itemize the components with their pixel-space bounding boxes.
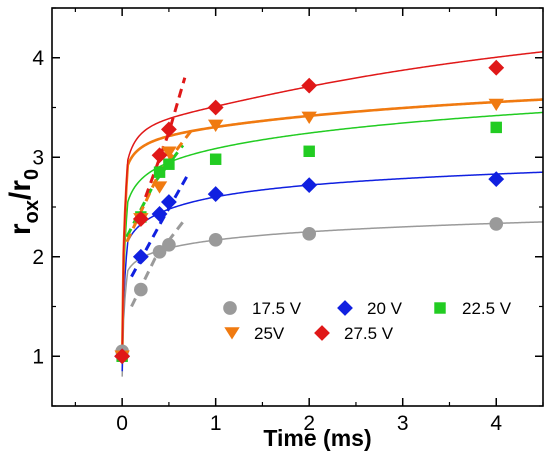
data-point [208,233,223,247]
x-tick-label: 4 [490,412,502,435]
y-tick-label: 4 [32,47,44,70]
fit-curve [121,111,544,364]
data-point [207,186,224,202]
x-tick-label: 0 [116,412,128,435]
data-point [151,181,168,194]
fit-curve [120,98,544,357]
legend-marker [434,302,446,314]
data-point [151,206,168,222]
data-point [302,227,317,241]
data-point [301,77,318,94]
y-axis-title-sub1: ox [21,200,43,223]
fit-curve [121,221,544,377]
fit-curves [120,51,544,377]
data-point [207,99,224,116]
x-axis-title: Time (ms) [263,425,371,451]
legend-label: 22.5 V [462,299,512,318]
data-point [160,121,177,138]
legend-marker [223,301,237,315]
x-tick-label: 1 [210,412,222,435]
legend: 17.5 V 20 V 22.5 V 25V 27.5 V [223,299,512,343]
x-tick-label: 2 [303,412,315,435]
data-point [301,111,317,124]
data-point [152,244,167,259]
data-point [488,171,505,188]
data-point [153,166,166,178]
fit-curve [121,51,544,356]
data-points [114,59,505,365]
x-tick-label: 3 [397,412,409,435]
y-axis-title-mid: /r [4,180,37,200]
data-point [132,248,149,265]
data-point [489,217,504,231]
legend-marker [337,300,353,316]
data-point [132,211,149,227]
data-point [488,98,504,112]
legend-marker [314,325,330,341]
data-point [163,158,175,170]
y-axis-title-sub2: 0 [21,169,43,180]
data-point [488,59,505,76]
data-point [301,177,318,194]
data-point [162,237,176,252]
y-axis-title: rox/r0 [4,169,43,235]
data-point [160,194,177,210]
y-tick-label: 1 [32,345,44,368]
legend-label: 20 V [367,299,403,318]
legend-marker [224,327,240,340]
data-point [134,282,148,297]
data-point [207,119,224,132]
y-tick-label: 3 [32,146,44,169]
data-point [490,121,502,134]
y-axis-title-main: r [4,223,37,235]
data-point [151,147,168,164]
data-point [303,145,315,157]
fit-curve [121,171,544,372]
legend-label: 27.5 V [344,324,394,343]
y-tick-label: 2 [32,246,44,269]
legend-label: 17.5 V [252,299,302,318]
data-point [114,348,131,365]
data-point [161,146,177,159]
data-point [209,153,222,165]
axis-ticks: 0 1 2 3 4 1 2 3 4 [32,7,544,435]
legend-label: 25V [254,324,285,343]
